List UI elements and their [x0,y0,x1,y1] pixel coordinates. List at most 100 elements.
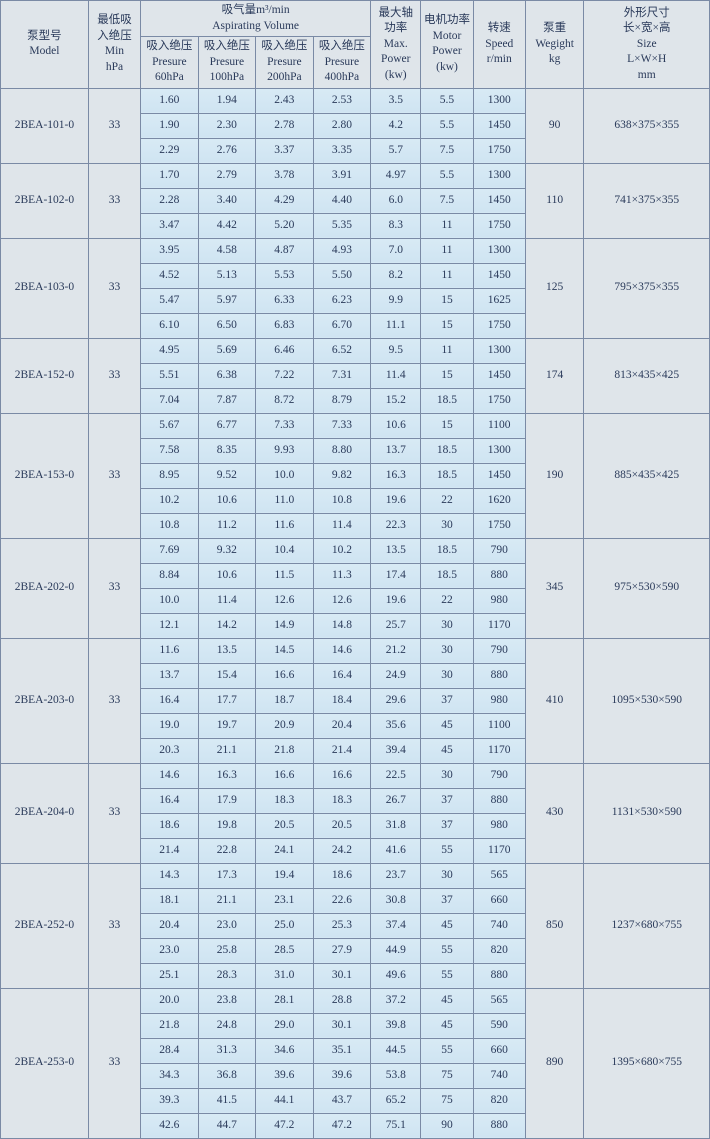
cell-value: 4.2 [371,113,421,138]
cell-value: 31.0 [256,963,314,988]
cell-size: 1237×680×755 [584,863,710,988]
cell-value: 35.1 [313,1038,371,1063]
cell-value: 17.9 [198,788,256,813]
cell-value: 15.2 [371,388,421,413]
cell-value: 18.4 [313,688,371,713]
cell-value: 1.90 [141,113,199,138]
cell-value: 2.76 [198,138,256,163]
cell-value: 20.3 [141,738,199,763]
cell-value: 7.33 [313,413,371,438]
table-row: 2BEA-153-0335.676.777.337.3310.615110019… [1,413,710,438]
cell-size: 1395×680×755 [584,988,710,1138]
cell-value: 5.51 [141,363,199,388]
cell-value: 18.5 [421,563,473,588]
cell-value: 7.04 [141,388,199,413]
cell-value: 25.3 [313,913,371,938]
cell-value: 26.7 [371,788,421,813]
table-body: 2BEA-101-0331.601.942.432.533.55.5130090… [1,88,710,1138]
cell-value: 37 [421,788,473,813]
cell-value: 4.42 [198,213,256,238]
cell-value: 9.93 [256,438,314,463]
cell-value: 18.1 [141,888,199,913]
cell-value: 4.52 [141,263,199,288]
cell-value: 7.5 [421,138,473,163]
cell-value: 1300 [473,238,525,263]
cell-value: 5.5 [421,88,473,113]
cell-value: 30.1 [313,963,371,988]
cell-value: 1300 [473,438,525,463]
cell-minhpa: 33 [88,638,140,763]
header-pres200: 吸入绝压Presure200hPa [256,37,314,89]
cell-value: 880 [473,1113,525,1138]
cell-value: 45 [421,713,473,738]
cell-value: 1170 [473,838,525,863]
cell-value: 18.5 [421,388,473,413]
cell-value: 8.79 [313,388,371,413]
cell-value: 16.6 [313,763,371,788]
cell-value: 3.78 [256,163,314,188]
cell-value: 10.2 [141,488,199,513]
cell-value: 14.6 [313,638,371,663]
cell-value: 17.3 [198,863,256,888]
cell-value: 5.5 [421,163,473,188]
cell-value: 660 [473,1038,525,1063]
header-model: 泵型号Model [1,1,89,89]
cell-value: 35.6 [371,713,421,738]
cell-value: 15 [421,313,473,338]
cell-value: 15 [421,413,473,438]
cell-value: 10.0 [141,588,199,613]
cell-value: 39.6 [313,1063,371,1088]
cell-value: 5.47 [141,288,199,313]
cell-value: 19.4 [256,863,314,888]
cell-value: 8.95 [141,463,199,488]
cell-value: 20.4 [313,713,371,738]
cell-value: 41.5 [198,1088,256,1113]
cell-value: 3.35 [313,138,371,163]
cell-value: 19.0 [141,713,199,738]
cell-value: 880 [473,788,525,813]
cell-value: 45 [421,913,473,938]
cell-weight: 174 [525,338,584,413]
cell-value: 7.5 [421,188,473,213]
cell-minhpa: 33 [88,338,140,413]
table-row: 2BEA-203-03311.613.514.514.621.230790410… [1,638,710,663]
cell-value: 8.3 [371,213,421,238]
cell-value: 36.8 [198,1063,256,1088]
cell-value: 19.7 [198,713,256,738]
cell-value: 2.29 [141,138,199,163]
cell-value: 17.7 [198,688,256,713]
cell-value: 7.87 [198,388,256,413]
cell-value: 4.58 [198,238,256,263]
cell-value: 42.6 [141,1113,199,1138]
cell-value: 820 [473,1088,525,1113]
cell-value: 7.0 [371,238,421,263]
cell-value: 21.1 [198,888,256,913]
cell-value: 4.93 [313,238,371,263]
cell-value: 22 [421,488,473,513]
cell-size: 1131×530×590 [584,763,710,863]
cell-value: 2.43 [256,88,314,113]
cell-value: 20.4 [141,913,199,938]
table-row: 2BEA-252-03314.317.319.418.623.730565850… [1,863,710,888]
cell-value: 7.22 [256,363,314,388]
cell-model: 2BEA-152-0 [1,338,89,413]
cell-value: 29.6 [371,688,421,713]
cell-value: 15 [421,288,473,313]
cell-minhpa: 33 [88,988,140,1138]
cell-value: 9.52 [198,463,256,488]
cell-value: 5.5 [421,113,473,138]
cell-value: 28.1 [256,988,314,1013]
cell-value: 2.53 [313,88,371,113]
cell-value: 4.97 [371,163,421,188]
cell-size: 1095×530×590 [584,638,710,763]
cell-value: 25.1 [141,963,199,988]
cell-value: 7.31 [313,363,371,388]
cell-value: 30.8 [371,888,421,913]
cell-value: 39.4 [371,738,421,763]
cell-value: 4.87 [256,238,314,263]
cell-value: 31.3 [198,1038,256,1063]
cell-model: 2BEA-204-0 [1,763,89,863]
cell-value: 30 [421,763,473,788]
table-row: 2BEA-103-0333.954.584.874.937.0111300125… [1,238,710,263]
cell-value: 23.0 [198,913,256,938]
